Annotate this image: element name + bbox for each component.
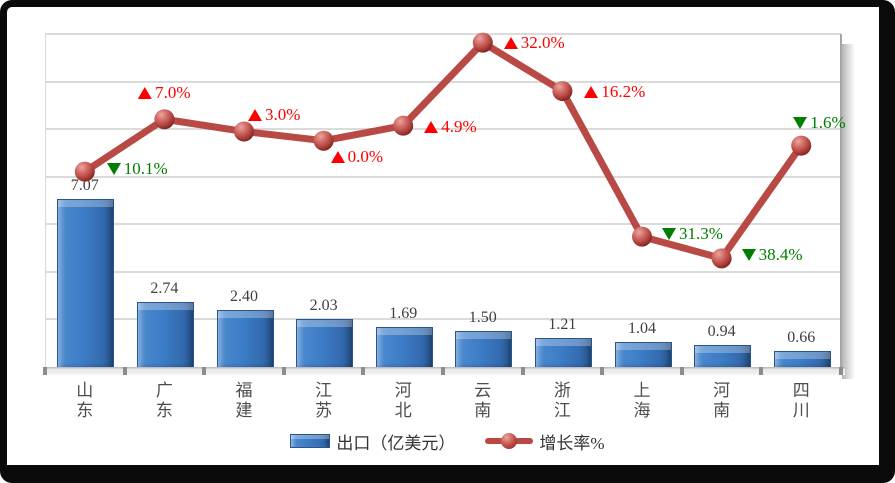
- growth-value: 10.1%: [123, 158, 168, 178]
- category-label: 浙 江: [553, 381, 571, 420]
- export-bar: [534, 338, 592, 369]
- axis-tick: [122, 367, 127, 375]
- growth-point-marker: [393, 115, 414, 136]
- growth-value: 16.2%: [601, 82, 646, 102]
- growth-point-label: 10.1%: [106, 158, 168, 179]
- growth-point-label: 3.0%: [248, 105, 300, 125]
- bar-value-label: 1.21: [548, 316, 577, 334]
- axis-tick: [441, 367, 445, 375]
- growth-line: [81, 39, 805, 262]
- bar-value-label: 1.04: [628, 320, 656, 338]
- category-label: 河 北: [394, 381, 412, 420]
- x-axis-shelf: [45, 367, 845, 375]
- growth-value: 0.0%: [347, 146, 384, 166]
- category-label: 福 建: [235, 381, 253, 420]
- axis-tick: [202, 367, 207, 375]
- growth-value: 32.0%: [520, 32, 565, 52]
- gridline: [45, 223, 841, 226]
- increase-triangle-icon: [503, 36, 518, 49]
- growth-point-label: 16.2%: [584, 82, 645, 102]
- legend-exports-label: 出口（亿美元）: [336, 433, 456, 453]
- category-label: 山 东: [76, 381, 94, 420]
- growth-point-marker: [711, 248, 732, 269]
- growth-point-marker: [632, 226, 652, 247]
- growth-point-label: 7.0%: [138, 83, 191, 103]
- growth-value: 4.9%: [441, 116, 477, 136]
- category-label: 四 川: [792, 381, 810, 420]
- growth-value: 38.4%: [758, 245, 803, 265]
- category-label: 河 南: [713, 381, 731, 420]
- decrease-triangle-icon: [106, 162, 121, 175]
- axis-tick: [520, 367, 525, 375]
- bar-value-label: 2.03: [309, 296, 338, 314]
- growth-point-marker: [234, 121, 254, 142]
- legend-item-growth: 增长率%: [485, 429, 605, 454]
- increase-triangle-icon: [330, 150, 345, 163]
- legend-item-exports: 出口（亿美元）: [290, 429, 455, 454]
- growth-value: 3.0%: [265, 104, 301, 124]
- gridline: [45, 270, 841, 273]
- increase-triangle-icon: [424, 120, 439, 133]
- bar-value-label: 2.40: [230, 287, 258, 305]
- export-bar: [455, 331, 513, 369]
- category-label: 云 南: [474, 381, 492, 420]
- axis-tick: [281, 367, 286, 375]
- bar-value-label: 1.50: [468, 309, 497, 327]
- axis-tick: [839, 367, 843, 375]
- growth-point-label: 38.4%: [741, 245, 803, 265]
- increase-triangle-icon: [138, 87, 153, 100]
- legend-line-swatch-icon: [485, 432, 534, 450]
- growth-point-label: 0.0%: [330, 146, 384, 167]
- growth-value: 31.3%: [679, 223, 723, 243]
- gridline: [45, 318, 841, 321]
- bar-value-label: 0.94: [707, 322, 736, 340]
- growth-point-marker: [552, 81, 573, 102]
- bar-value-label: 2.74: [150, 279, 179, 297]
- decrease-triangle-icon: [741, 249, 756, 262]
- category-label: 广 东: [155, 381, 173, 420]
- legend-bar-swatch-icon: [290, 434, 331, 448]
- growth-value: 1.6%: [810, 112, 846, 132]
- growth-point-label: 4.9%: [424, 116, 477, 137]
- growth-point-label: 31.3%: [662, 224, 723, 244]
- growth-point-marker: [791, 135, 812, 156]
- growth-point-marker: [154, 109, 175, 130]
- axis-tick: [759, 367, 764, 375]
- export-bar: [136, 301, 194, 369]
- decrease-triangle-icon: [793, 116, 808, 129]
- growth-value: 7.0%: [155, 83, 191, 103]
- gridline: [45, 175, 841, 178]
- legend-growth-label: 增长率%: [539, 433, 605, 453]
- legend: 出口（亿美元） 增长率%: [0, 428, 895, 454]
- growth-point-marker: [313, 130, 334, 151]
- growth-point-label: 32.0%: [503, 32, 565, 53]
- axis-tick: [600, 367, 605, 375]
- increase-triangle-icon: [248, 108, 262, 121]
- category-label: 江 苏: [315, 381, 333, 420]
- gridline: [45, 128, 841, 131]
- plot-area-shadow: [842, 44, 855, 379]
- plot-right-border: [840, 34, 842, 375]
- gridline: [45, 33, 841, 35]
- growth-trend-svg: [74, 32, 812, 269]
- export-bar: [614, 342, 672, 369]
- growth-point-marker: [472, 32, 493, 53]
- plot-left-border: [45, 34, 46, 367]
- axis-tick: [43, 367, 47, 375]
- bar-value-label: 1.69: [389, 304, 418, 322]
- bar-value-label: 7.07: [70, 176, 99, 194]
- legend-marker-dot-icon: [501, 433, 518, 449]
- category-label: 上 海: [633, 381, 651, 420]
- decrease-triangle-icon: [662, 227, 676, 240]
- bar-value-label: 0.66: [787, 329, 816, 347]
- axis-tick: [361, 367, 366, 375]
- axis-tick: [679, 367, 684, 375]
- growth-point-marker: [74, 161, 95, 182]
- growth-point-label: 1.6%: [793, 112, 846, 133]
- increase-triangle-icon: [584, 86, 599, 99]
